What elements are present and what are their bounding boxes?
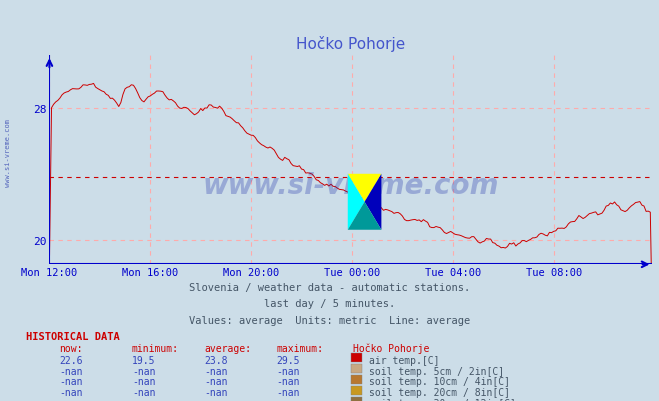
Text: air temp.[C]: air temp.[C] bbox=[369, 355, 440, 365]
Text: minimum:: minimum: bbox=[132, 343, 179, 353]
Text: soil temp. 5cm / 2in[C]: soil temp. 5cm / 2in[C] bbox=[369, 366, 504, 376]
Text: -nan: -nan bbox=[132, 377, 156, 387]
Text: maximum:: maximum: bbox=[277, 343, 324, 353]
Polygon shape bbox=[348, 202, 382, 230]
Text: www.si-vreme.com: www.si-vreme.com bbox=[5, 118, 11, 186]
Text: last day / 5 minutes.: last day / 5 minutes. bbox=[264, 299, 395, 309]
Text: -nan: -nan bbox=[59, 387, 83, 397]
Text: Hočko Pohorje: Hočko Pohorje bbox=[353, 343, 429, 353]
Text: -nan: -nan bbox=[204, 377, 228, 387]
Text: average:: average: bbox=[204, 343, 251, 353]
Text: www.si-vreme.com: www.si-vreme.com bbox=[203, 172, 499, 199]
Text: HISTORICAL DATA: HISTORICAL DATA bbox=[26, 331, 120, 341]
Text: -nan: -nan bbox=[277, 387, 301, 397]
Text: 19.5: 19.5 bbox=[132, 355, 156, 365]
Polygon shape bbox=[364, 174, 382, 230]
Text: 29.5: 29.5 bbox=[277, 355, 301, 365]
Title: Hočko Pohorje: Hočko Pohorje bbox=[297, 36, 405, 52]
Text: soil temp. 30cm / 12in[C]: soil temp. 30cm / 12in[C] bbox=[369, 398, 516, 401]
Text: -nan: -nan bbox=[59, 377, 83, 387]
Text: -nan: -nan bbox=[277, 377, 301, 387]
Text: 23.8: 23.8 bbox=[204, 355, 228, 365]
Text: -nan: -nan bbox=[277, 366, 301, 376]
Text: soil temp. 10cm / 4in[C]: soil temp. 10cm / 4in[C] bbox=[369, 377, 510, 387]
Text: soil temp. 20cm / 8in[C]: soil temp. 20cm / 8in[C] bbox=[369, 387, 510, 397]
Text: -nan: -nan bbox=[204, 366, 228, 376]
Polygon shape bbox=[348, 174, 382, 202]
Text: -nan: -nan bbox=[204, 398, 228, 401]
Text: -nan: -nan bbox=[59, 398, 83, 401]
Polygon shape bbox=[348, 174, 364, 230]
Text: now:: now: bbox=[59, 343, 83, 353]
Text: -nan: -nan bbox=[277, 398, 301, 401]
Text: -nan: -nan bbox=[59, 366, 83, 376]
Text: -nan: -nan bbox=[132, 387, 156, 397]
Text: Values: average  Units: metric  Line: average: Values: average Units: metric Line: aver… bbox=[189, 315, 470, 325]
Text: Slovenia / weather data - automatic stations.: Slovenia / weather data - automatic stat… bbox=[189, 283, 470, 293]
Text: -nan: -nan bbox=[132, 398, 156, 401]
Text: 22.6: 22.6 bbox=[59, 355, 83, 365]
Text: -nan: -nan bbox=[204, 387, 228, 397]
Text: -nan: -nan bbox=[132, 366, 156, 376]
